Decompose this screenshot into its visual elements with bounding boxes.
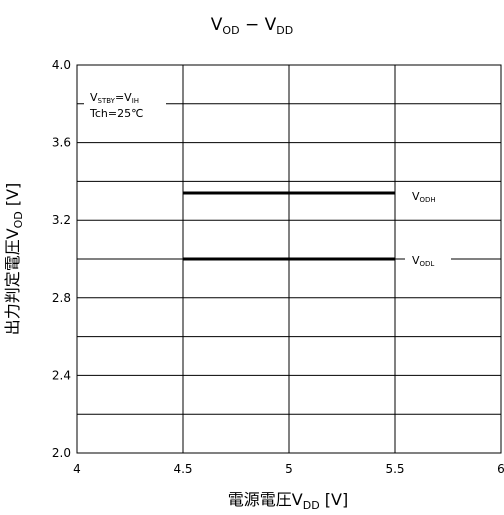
series-label-odl: VODL bbox=[412, 254, 434, 268]
y-axis-label: 出力判定電圧VOD [V] bbox=[3, 183, 25, 336]
y-tick-label: 3.2 bbox=[52, 213, 71, 227]
x-tick-label: 6 bbox=[497, 462, 504, 476]
x-tick-label: 5 bbox=[285, 462, 293, 476]
annotation-box bbox=[84, 86, 166, 124]
x-tick-label: 4.5 bbox=[173, 462, 192, 476]
x-tick-label: 5.5 bbox=[385, 462, 404, 476]
annotation-line2: Tch=25℃ bbox=[89, 107, 143, 120]
plot-frame bbox=[76, 64, 502, 454]
y-tick-label: 2.4 bbox=[52, 368, 71, 382]
tick-labels: 2.0 2.4 2.8 3.2 3.6 4.0 4 4.5 5 5.5 6 bbox=[52, 58, 504, 476]
x-tick-label: 4 bbox=[73, 462, 81, 476]
y-tick-label: 4.0 bbox=[52, 58, 71, 72]
y-tick-label: 3.6 bbox=[52, 136, 71, 150]
chart-title: VOD − VDD bbox=[211, 15, 293, 37]
series-label-odh: VODH bbox=[412, 190, 436, 204]
annotation-line1: VSTBY=VIH bbox=[90, 91, 139, 105]
y-tick-label: 2.8 bbox=[52, 291, 71, 305]
x-axis-label: 電源電圧VDD [V] bbox=[228, 490, 348, 512]
legend-bg-odh bbox=[405, 188, 451, 204]
y-tick-label: 2.0 bbox=[52, 446, 71, 460]
series-lines bbox=[183, 191, 395, 261]
legend-bg-odl bbox=[405, 252, 451, 268]
